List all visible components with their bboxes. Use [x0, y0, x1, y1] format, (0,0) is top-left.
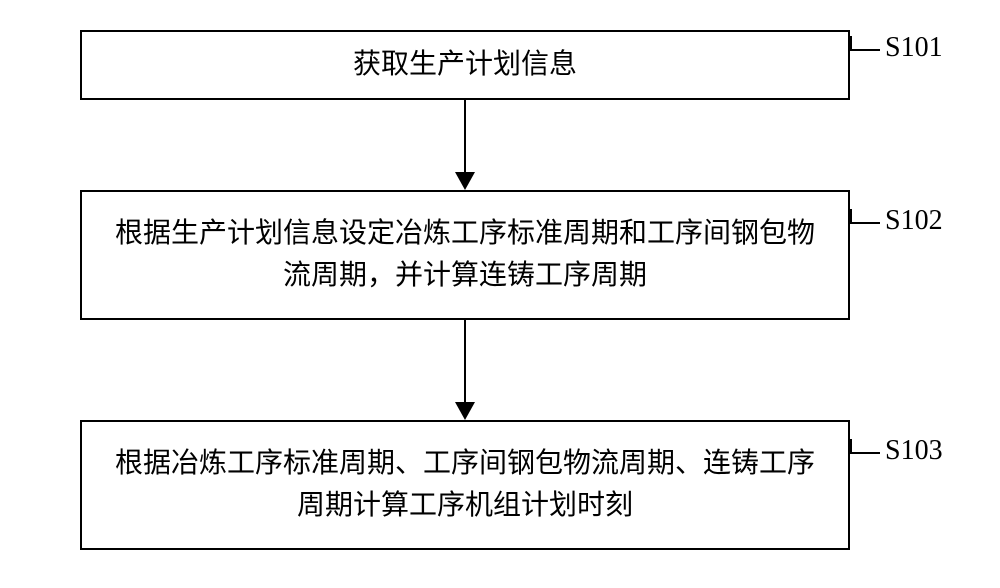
flowchart-node-2: 根据生产计划信息设定冶炼工序标准周期和工序间钢包物流周期，并计算连铸工序周期 — [80, 190, 850, 320]
node-1-bracket-h — [850, 49, 880, 51]
node-2-bracket-h — [850, 222, 880, 224]
node-3-bracket-h — [850, 452, 880, 454]
node-1-label: S101 — [885, 32, 943, 64]
node-2-bracket-v — [850, 209, 852, 224]
flowchart-node-3: 根据冶炼工序标准周期、工序间钢包物流周期、连铸工序周期计算工序机组计划时刻 — [80, 420, 850, 550]
flowchart-node-1: 获取生产计划信息 — [80, 30, 850, 100]
node-3-bracket-v — [850, 439, 852, 454]
arrow-1-2-line — [464, 100, 466, 172]
node-1-bracket-v — [850, 36, 852, 51]
node-2-label: S102 — [885, 205, 943, 237]
flowchart-container: 获取生产计划信息 S101 根据生产计划信息设定冶炼工序标准周期和工序间钢包物流… — [50, 30, 950, 560]
arrow-2-3-line — [464, 320, 466, 402]
node-1-text: 获取生产计划信息 — [353, 44, 577, 86]
node-3-label: S103 — [885, 435, 943, 467]
node-2-text: 根据生产计划信息设定冶炼工序标准周期和工序间钢包物流周期，并计算连铸工序周期 — [102, 213, 828, 297]
node-3-text: 根据冶炼工序标准周期、工序间钢包物流周期、连铸工序周期计算工序机组计划时刻 — [102, 443, 828, 527]
arrow-1-2-head — [455, 172, 475, 190]
arrow-2-3-head — [455, 402, 475, 420]
